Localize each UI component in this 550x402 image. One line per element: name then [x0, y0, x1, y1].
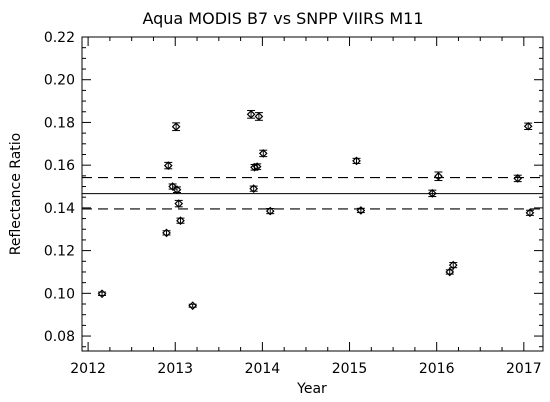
data-point: [168, 182, 177, 191]
point-marker: [168, 182, 177, 191]
data-point: [252, 162, 262, 172]
point-marker: [265, 206, 275, 216]
chart-title: Aqua MODIS B7 vs SNPP VIIRS M11: [142, 9, 423, 28]
data-point: [171, 122, 181, 132]
data-point: [162, 228, 171, 238]
data-point: [525, 208, 535, 218]
x-tick-label: 2016: [419, 361, 455, 377]
data-point: [434, 171, 443, 182]
y-tick-label: 0.16: [44, 158, 75, 174]
y-tick-label: 0.12: [44, 244, 75, 260]
y-tick-label: 0.18: [44, 115, 75, 131]
data-point: [352, 156, 361, 166]
point-marker: [445, 267, 455, 277]
point-marker: [356, 206, 366, 215]
point-marker: [162, 228, 171, 238]
data-point: [174, 199, 184, 208]
data-point: [258, 149, 268, 158]
data-point: [188, 301, 198, 311]
data-point: [427, 189, 437, 198]
point-marker: [246, 109, 256, 119]
axis-ticks: [82, 36, 543, 351]
point-marker: [176, 216, 185, 226]
point-marker: [258, 149, 268, 158]
point-marker: [249, 184, 259, 194]
data-point: [163, 161, 173, 170]
point-marker: [352, 156, 361, 166]
point-marker: [188, 301, 198, 311]
point-marker: [163, 161, 173, 170]
point-marker: [523, 121, 533, 131]
point-marker: [427, 189, 437, 198]
y-tick-label: 0.10: [44, 286, 75, 302]
data-point: [172, 185, 182, 195]
x-axis-label: Year: [296, 381, 327, 397]
data-point: [523, 121, 533, 131]
point-marker: [448, 260, 458, 270]
point-marker: [97, 289, 107, 299]
x-tick-label: 2012: [70, 361, 106, 377]
data-point: [249, 184, 259, 194]
point-marker: [525, 208, 535, 218]
point-marker: [171, 122, 181, 132]
x-tick-label: 2014: [245, 361, 281, 377]
x-tick-label: 2013: [157, 361, 193, 377]
point-marker: [174, 199, 184, 208]
data-point: [356, 206, 366, 215]
y-tick-label: 0.08: [44, 329, 75, 345]
x-tick-label: 2017: [506, 361, 542, 377]
data-point: [246, 109, 256, 119]
data-point: [176, 216, 185, 226]
y-axis-label: Reflectance Ratio: [8, 133, 24, 256]
point-marker: [513, 174, 523, 183]
data-point: [445, 267, 455, 277]
data-point: [97, 289, 107, 299]
point-marker: [434, 171, 443, 181]
data-point: [265, 206, 275, 216]
data-point: [448, 260, 458, 270]
point-marker: [252, 162, 262, 172]
y-tick-label: 0.22: [44, 30, 75, 46]
reference-lines: [82, 176, 543, 210]
y-tick-label: 0.14: [44, 201, 75, 217]
x-tick-label: 2015: [332, 361, 368, 377]
point-marker: [172, 185, 182, 195]
y-tick-label: 0.20: [44, 73, 75, 89]
data-point: [513, 174, 523, 183]
data-points: [97, 109, 535, 311]
axis-tick-labels: 2012 2013 2014 2015 2016 2017 0.08 0.10 0.12 0.14…: [44, 30, 542, 377]
data-point: [254, 112, 264, 121]
point-marker: [254, 112, 264, 121]
